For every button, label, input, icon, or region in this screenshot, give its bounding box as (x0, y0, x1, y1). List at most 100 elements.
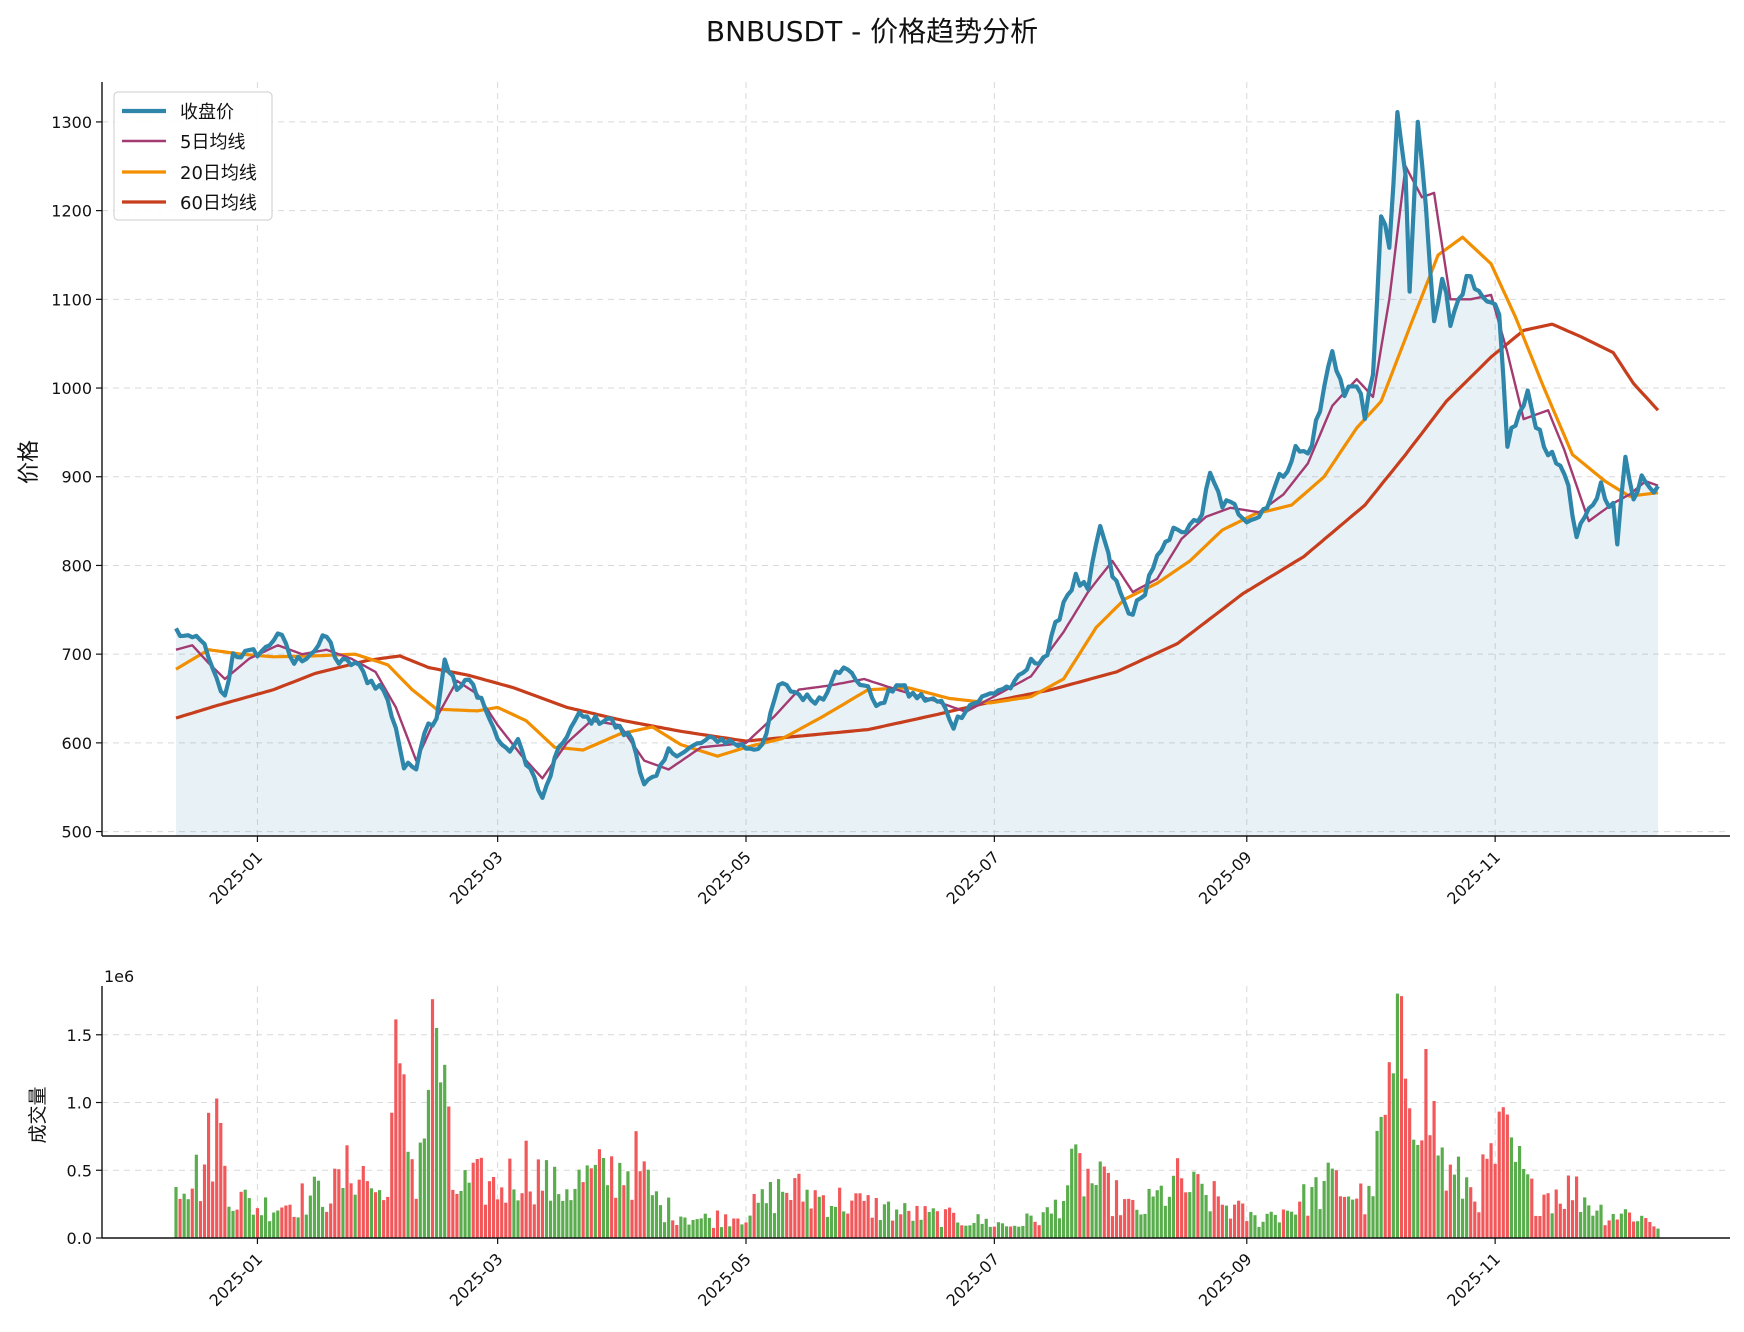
volume-bar (1220, 1204, 1224, 1238)
volume-bar (1558, 1203, 1562, 1238)
volume-bar (793, 1178, 797, 1238)
volume-bar (524, 1140, 528, 1238)
volume-bar (1485, 1158, 1489, 1238)
volume-bar (801, 1201, 805, 1238)
volume-bar (1127, 1198, 1131, 1238)
volume-bar (923, 1206, 927, 1238)
volume-bar (455, 1193, 459, 1238)
volume-bar (198, 1201, 203, 1238)
volume-bar (1208, 1211, 1212, 1238)
volume-bar (1155, 1190, 1159, 1238)
volume-bar (797, 1173, 801, 1238)
volume-bar (1395, 993, 1400, 1238)
volume-bar (597, 1149, 602, 1238)
volume-bar (516, 1200, 520, 1238)
volume-bar (532, 1204, 536, 1238)
volume-bar (528, 1191, 532, 1238)
volume-bar (345, 1145, 349, 1238)
volume-bar (463, 1170, 467, 1238)
volume-bar (561, 1201, 565, 1238)
volume-bar (1086, 1168, 1090, 1238)
volume-bar (512, 1189, 516, 1238)
volume-bar (833, 1206, 838, 1238)
volume-bar (724, 1214, 728, 1238)
volume-bar (1497, 1111, 1501, 1238)
volume-xtick-label: 2025-11 (1443, 1249, 1504, 1310)
volume-bar (239, 1191, 243, 1238)
volume-bar (825, 1217, 830, 1238)
volume-bar (1420, 1140, 1424, 1238)
volume-bar (744, 1222, 748, 1238)
volume-bar (548, 1200, 553, 1238)
volume-bar (903, 1203, 907, 1238)
volume-bar (618, 1162, 622, 1238)
volume-bar (1416, 1145, 1420, 1238)
volume-bar (695, 1219, 699, 1238)
volume-bar (377, 1190, 382, 1238)
volume-bar (1114, 1180, 1119, 1238)
volume-bar (882, 1204, 887, 1238)
volume-bar (215, 1098, 219, 1238)
volume-bar (190, 1188, 194, 1238)
volume-bar (858, 1193, 862, 1238)
price-xtick-label: 2025-07 (942, 847, 1003, 908)
volume-xtick-label: 2025-03 (446, 1249, 507, 1310)
price-xtick-label: 2025-11 (1443, 847, 1504, 908)
volume-bar (1408, 1108, 1412, 1238)
volume-bar (496, 1199, 500, 1238)
volume-bar (475, 1159, 479, 1238)
volume-bar (1346, 1196, 1351, 1238)
volume-bar (581, 1182, 585, 1238)
volume-bar (1342, 1196, 1347, 1238)
volume-bar (1131, 1200, 1135, 1238)
volume-bar (1509, 1137, 1514, 1238)
volume-bar (1554, 1189, 1558, 1238)
volume-bar (1118, 1215, 1123, 1238)
volume-bar (471, 1162, 475, 1238)
volume-ytick-label: 1.5 (67, 1026, 92, 1045)
volume-bar (312, 1176, 317, 1238)
volume-bar (357, 1179, 361, 1238)
volume-bar (968, 1225, 972, 1238)
volume-bar (756, 1202, 760, 1238)
volume-bar (960, 1225, 964, 1238)
volume-bar (1057, 1218, 1062, 1238)
volume-bar (699, 1218, 703, 1238)
volume-bar (1469, 1187, 1473, 1238)
volume-bar (1326, 1162, 1330, 1238)
volume-bar (1017, 1226, 1021, 1238)
volume-bar (1493, 1163, 1497, 1238)
legend: 收盘价 5日均线 20日均线 60日均线 (113, 91, 273, 221)
volume-bar (1147, 1188, 1151, 1238)
ma60-line (175, 322, 1660, 743)
volume-bar (1436, 1155, 1440, 1238)
volume-bar (1603, 1225, 1607, 1238)
volume-bar (805, 1189, 809, 1238)
volume-bar (630, 1199, 634, 1238)
volume-bar (650, 1195, 654, 1238)
volume-bar (182, 1193, 186, 1238)
volume-bar (272, 1212, 276, 1238)
volume-bar (728, 1226, 732, 1238)
price-ytick-label: 600 (61, 734, 92, 753)
volume-bar (1302, 1184, 1306, 1238)
volume-bar (369, 1188, 374, 1238)
volume-bar (1640, 1215, 1644, 1238)
volume-bar (895, 1209, 899, 1238)
volume-bar (1526, 1174, 1530, 1238)
volume-bar (268, 1221, 272, 1238)
volume-bar (667, 1197, 671, 1238)
volume-bar (1082, 1196, 1086, 1238)
volume-bar (1013, 1225, 1017, 1238)
volume-bar (675, 1225, 679, 1238)
volume-bar (300, 1183, 304, 1238)
volume-bar (1049, 1213, 1053, 1238)
volume-bar (1167, 1196, 1172, 1238)
volume-bar (1611, 1214, 1615, 1238)
volume-bar (202, 1164, 207, 1238)
volume-bar (1595, 1210, 1599, 1238)
price-ytick-label: 1100 (51, 290, 92, 309)
volume-bar (1607, 1220, 1611, 1238)
volume-bar (1359, 1183, 1363, 1238)
volume-bar (361, 1166, 365, 1238)
